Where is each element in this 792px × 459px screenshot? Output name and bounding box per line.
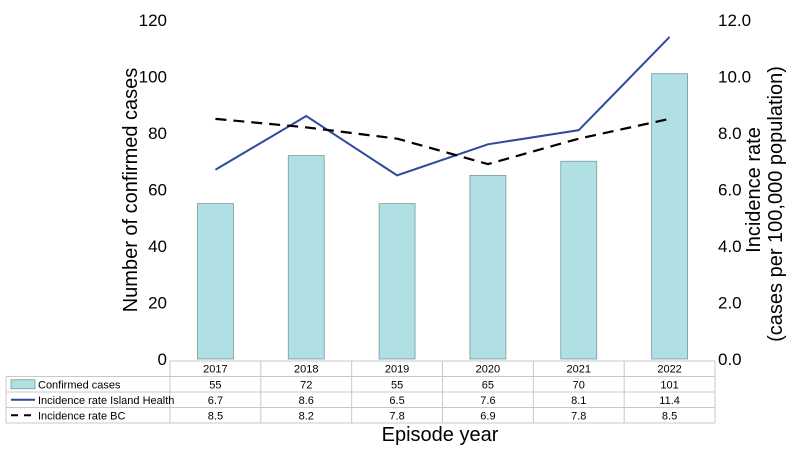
bar-2021 <box>560 160 598 360</box>
x-axis-title: Episode year <box>382 424 499 446</box>
table-cell: 101 <box>660 379 678 391</box>
y-axis-title-right-line2: (cases per 100,000 population) <box>765 66 787 342</box>
y-tick-left: 0 <box>158 350 167 369</box>
x-tick-label: 2018 <box>294 364 318 376</box>
y-tick-left: 60 <box>148 181 167 200</box>
y-tick-left: 80 <box>148 124 167 143</box>
y-tick-right: 8.0 <box>718 124 742 143</box>
y-tick-right: 10.0 <box>718 68 751 87</box>
y-tick-right: 6.0 <box>718 181 742 200</box>
table-cell: 7.8 <box>571 410 586 422</box>
line-incidence-bc <box>215 117 670 166</box>
y-tick-right: 0.0 <box>718 350 742 369</box>
table-cell: 55 <box>391 379 403 391</box>
table-cell: 55 <box>209 379 221 391</box>
table-cell: 6.5 <box>389 395 404 407</box>
table-cell: 8.6 <box>299 395 314 407</box>
table-cell: 8.5 <box>208 410 223 422</box>
x-tick-label: 2022 <box>657 364 681 376</box>
y-tick-right: 12.0 <box>718 11 751 30</box>
bar-2020 <box>469 174 507 360</box>
legend-label: Confirmed cases <box>38 379 121 391</box>
y-tick-left: 100 <box>139 68 167 87</box>
y-tick-left: 40 <box>148 237 167 256</box>
table-cell: 7.8 <box>389 410 404 422</box>
bar-2022 <box>651 73 688 360</box>
table-cell: 8.2 <box>299 410 314 422</box>
table-cell: 8.5 <box>662 410 677 422</box>
table-cell: 70 <box>573 379 585 391</box>
bar-2017 <box>197 203 234 360</box>
bar-2018 <box>287 155 325 360</box>
x-tick-label: 2019 <box>385 364 409 376</box>
y-tick-right: 2.0 <box>718 294 742 313</box>
table-cell: 7.6 <box>480 395 495 407</box>
table-cell: 11.4 <box>659 395 680 407</box>
y-tick-left: 20 <box>148 294 167 313</box>
x-tick-label: 2017 <box>203 364 227 376</box>
bar-2019 <box>378 203 416 360</box>
line-incidence-island-health <box>214 36 671 177</box>
legend-key-bar <box>10 379 36 390</box>
table-cell: 6.9 <box>480 410 495 422</box>
y-axis-title-left: Number of confirmed cases <box>120 68 142 313</box>
table-cell: 8.1 <box>571 395 586 407</box>
legend-label: Incidence rate BC <box>38 410 125 422</box>
table-cell: 65 <box>482 379 494 391</box>
x-tick-label: 2020 <box>476 364 500 376</box>
y-tick-right: 4.0 <box>718 237 742 256</box>
y-tick-left: 120 <box>139 11 167 30</box>
table-cell: 72 <box>300 379 312 391</box>
legend-label: Incidence rate Island Health <box>38 395 174 407</box>
x-tick-label: 2021 <box>567 364 591 376</box>
y-axis-title-right-line1: Incidence rate <box>743 127 765 253</box>
table-cell: 6.7 <box>208 395 223 407</box>
